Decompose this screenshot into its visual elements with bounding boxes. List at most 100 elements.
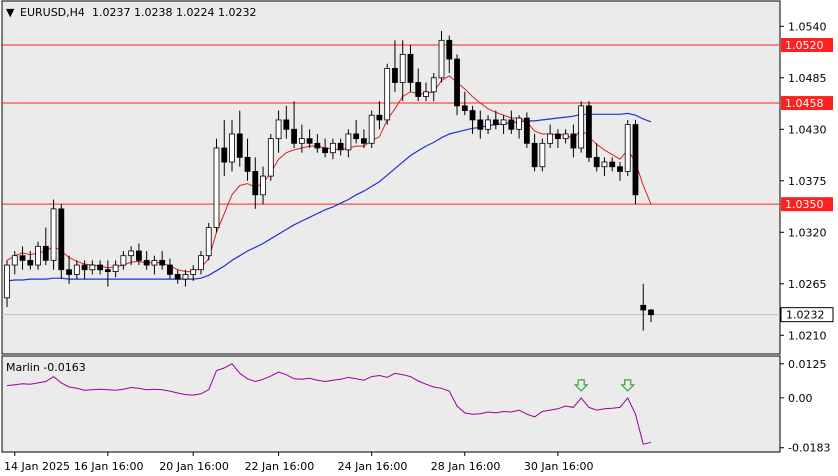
- candle-body: [485, 119, 491, 130]
- price-tick-label: 1.0430: [788, 123, 827, 136]
- candle-body: [291, 128, 297, 144]
- candle-body: [143, 259, 150, 266]
- price-tick-label: 1.0320: [788, 226, 827, 239]
- time-axis: 14 Jan 2025 16 Jan 16:00 20 Jan 16:00 22 Ja…: [4, 452, 594, 473]
- candle-body: [314, 142, 321, 149]
- candle-body: [81, 264, 88, 271]
- candle-body: [136, 250, 142, 261]
- candle-body: [632, 124, 639, 196]
- level-label: 1.0520: [785, 39, 824, 52]
- candle-body: [174, 274, 181, 280]
- candle-body: [368, 114, 375, 144]
- candle-body: [554, 133, 561, 140]
- candle-body: [392, 68, 398, 83]
- candle-body: [477, 119, 484, 130]
- candle-body: [120, 255, 127, 266]
- candle-body: [42, 245, 49, 261]
- candle-body: [523, 117, 530, 144]
- candle-body: [35, 245, 41, 266]
- candle-body: [19, 255, 26, 261]
- candle-body: [151, 259, 158, 266]
- price-panel: [1, 0, 781, 355]
- candle-body: [66, 269, 72, 275]
- ma-slow-line: [6, 112, 652, 282]
- oscillator-tick-label: 0.0125: [788, 358, 827, 371]
- candle-body: [539, 142, 546, 168]
- candle-body: [516, 117, 522, 130]
- current-price-label: 1.0232: [786, 309, 825, 322]
- candle-body: [415, 82, 422, 97]
- candle-body: [578, 105, 585, 149]
- candle-body: [97, 264, 104, 271]
- time-tick-label: 22 Jan 16:00: [245, 460, 315, 473]
- collapse-arrow-icon[interactable]: ▼: [6, 6, 15, 19]
- candle-body: [159, 259, 166, 266]
- time-tick-label: 24 Jan 16:00: [338, 460, 408, 473]
- time-tick-label: 16 Jan 16:00: [74, 460, 144, 473]
- level-label-box: [781, 96, 833, 111]
- candle-body: [190, 269, 197, 275]
- candle-body: [11, 255, 18, 266]
- oscillator-tick-label: 0.00: [788, 392, 813, 405]
- oscillator-axis: 0.0125 0.00 -0.0183: [780, 358, 830, 455]
- candle-body: [112, 264, 119, 273]
- level-label-box: [781, 197, 833, 212]
- price-tick-label: 1.0265: [788, 278, 827, 291]
- candle-body: [58, 208, 65, 271]
- symbol-label: EURUSD,H4: [20, 6, 85, 19]
- candle-body: [229, 133, 235, 163]
- candle-body: [376, 114, 383, 121]
- candle-body: [322, 147, 329, 154]
- candle-body: [454, 58, 460, 107]
- candle-body: [531, 142, 538, 168]
- candle-body: [275, 119, 282, 140]
- candle-body: [283, 119, 290, 130]
- candle-body: [469, 110, 476, 121]
- candle-body: [361, 138, 367, 144]
- current-price-box: [780, 307, 834, 323]
- price-tick-label: 1.0485: [788, 72, 827, 85]
- candle-body: [27, 259, 34, 266]
- candle-body: [384, 68, 391, 121]
- candle-body: [353, 133, 360, 140]
- candle-body: [89, 264, 96, 271]
- signal-arrow-icon: [573, 379, 589, 392]
- candle-body: [198, 255, 204, 271]
- candle-body: [430, 77, 437, 93]
- candle-body: [423, 91, 429, 97]
- time-tick-label: 30 Jan 16:00: [524, 460, 594, 473]
- candle-body: [617, 166, 623, 172]
- candle-body: [461, 105, 468, 111]
- candle-body: [306, 138, 313, 144]
- candle-body: [345, 133, 352, 151]
- candle-body: [221, 147, 228, 163]
- oscillator-panel: [1, 355, 781, 453]
- candle-body: [640, 304, 647, 311]
- time-tick-label: 20 Jan 16:00: [159, 460, 229, 473]
- candle-body: [329, 142, 336, 154]
- candle-body: [267, 138, 274, 177]
- candle-body: [500, 119, 507, 125]
- candle-body: [508, 119, 515, 130]
- signal-arrow-icon: [620, 379, 636, 392]
- candle-body: [236, 133, 243, 158]
- candle-body: [182, 274, 189, 280]
- candle-body: [260, 175, 266, 196]
- candle-body: [50, 208, 57, 261]
- price-tick-label: 1.0375: [788, 175, 827, 188]
- price-axis: 1.0540 1.0485 1.0430 1.0375 1.0320 1.0265 1.02…: [780, 20, 827, 342]
- time-tick-label: 14 Jan 2025: [4, 460, 70, 473]
- candle-body: [128, 250, 135, 257]
- candle-body: [593, 156, 600, 168]
- price-tick-label: 1.0540: [788, 20, 827, 33]
- candle-body: [547, 133, 554, 144]
- candle-body: [562, 133, 569, 140]
- candle-body: [624, 124, 631, 172]
- signal-markers: [573, 379, 636, 392]
- candle-body: [337, 142, 344, 151]
- oscillator-tick-label: -0.0183: [788, 442, 830, 455]
- candle-body: [244, 156, 251, 172]
- candle-body: [104, 269, 111, 273]
- time-tick-label: 28 Jan 16:00: [431, 460, 501, 473]
